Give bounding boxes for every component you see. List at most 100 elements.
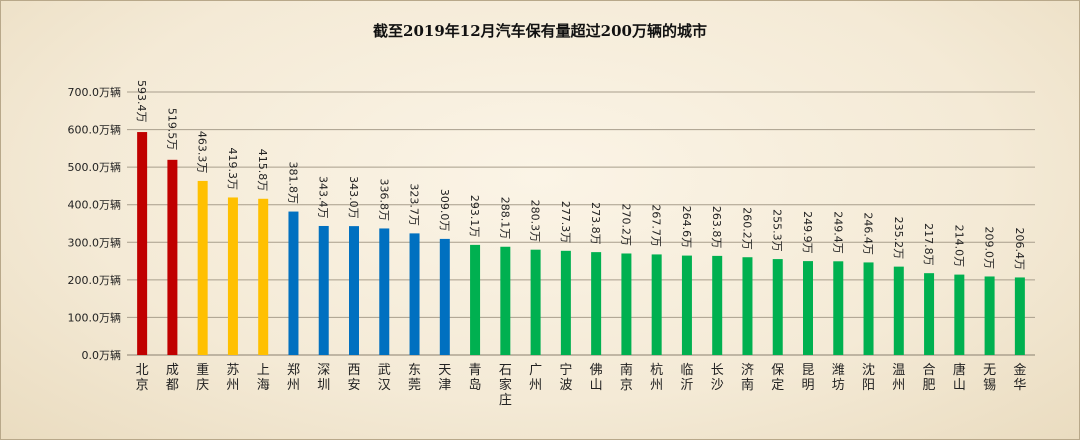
x-tick-label: 潍坊 (832, 363, 845, 393)
bar (500, 246, 511, 355)
data-label: 246.4万 (862, 212, 875, 255)
bar (349, 226, 359, 355)
data-label: 263.8万 (710, 206, 723, 249)
x-tick-label: 青岛 (469, 363, 482, 393)
x-tick-label: 石家庄 (499, 363, 512, 408)
x-tick-label: 临沂 (680, 363, 693, 393)
x-tick-label: 杭州 (650, 363, 663, 393)
x-tick-label: 沈阳 (862, 363, 875, 393)
bar (258, 198, 269, 355)
bar (863, 262, 874, 355)
x-tick-label: 北京 (136, 363, 149, 393)
bar (197, 180, 208, 355)
data-label: 419.3万 (226, 147, 239, 190)
x-tick-label: 南京 (620, 362, 633, 393)
bar (288, 211, 299, 355)
y-tick-label: 700.0万辆 (68, 85, 122, 99)
bar (379, 228, 390, 355)
data-label: 255.3万 (771, 209, 784, 252)
data-label: 209.0万 (983, 226, 996, 269)
bar (621, 253, 632, 355)
x-tick-label: 保定 (771, 363, 784, 393)
x-tick-label: 广州 (529, 363, 542, 393)
data-label: 206.4万 (1013, 227, 1026, 270)
bar (772, 259, 783, 355)
bar (893, 266, 904, 355)
x-tick-label: 金华 (1013, 362, 1026, 393)
chart-title: 截至2019年12月汽车保有量超过200万辆的城市 (373, 22, 707, 40)
x-tick-label: 郑州 (287, 363, 300, 393)
bar (954, 274, 965, 355)
bar (984, 276, 995, 355)
data-label: 280.3万 (529, 200, 542, 243)
y-tick-label: 200.0万辆 (68, 273, 122, 287)
y-tick-label: 0.0万辆 (82, 348, 122, 362)
x-tick-label: 东莞 (408, 363, 421, 393)
bar (712, 255, 723, 355)
bar (742, 257, 753, 355)
data-label: 214.0万 (952, 225, 965, 268)
x-tick-label: 合肥 (923, 363, 936, 393)
bar (318, 225, 329, 355)
bar (591, 252, 602, 355)
x-tick-label: 济南 (741, 363, 754, 393)
bar (560, 250, 571, 355)
x-tick-label: 长沙 (711, 363, 724, 393)
data-label: 217.8万 (922, 223, 935, 266)
data-label: 260.2万 (740, 207, 753, 250)
x-tick-label: 佛山 (590, 363, 603, 393)
y-tick-label: 500.0万辆 (68, 160, 122, 174)
data-label: 273.8万 (589, 202, 602, 245)
data-label: 235.2万 (892, 217, 905, 260)
x-tick-label: 深圳 (317, 363, 330, 393)
bar (833, 261, 844, 355)
bar (167, 159, 178, 355)
bar (803, 261, 813, 355)
y-tick-label: 400.0万辆 (68, 198, 122, 212)
data-label: 336.8万 (377, 178, 390, 221)
y-tick-label: 300.0万辆 (68, 235, 122, 249)
bar (651, 254, 662, 355)
data-label: 343.4万 (317, 176, 330, 219)
data-label: 267.7万 (650, 204, 663, 247)
data-label: 463.3万 (196, 131, 209, 174)
data-label: 270.2万 (619, 203, 632, 246)
x-tick-label: 西安 (347, 363, 360, 393)
data-label: 249.9万 (801, 211, 814, 254)
x-tick-label: 昆明 (801, 363, 814, 393)
bar (470, 244, 481, 355)
data-label: 415.8万 (256, 149, 269, 192)
bar (137, 132, 148, 355)
data-label: 309.0万 (438, 189, 451, 232)
x-tick-label: 重庆 (196, 362, 209, 393)
bar (681, 255, 692, 355)
data-label: 288.1万 (498, 197, 511, 240)
bar (439, 238, 450, 355)
y-tick-label: 100.0万辆 (68, 310, 122, 324)
bar (1014, 277, 1025, 355)
data-label: 593.4万 (135, 80, 148, 123)
data-label: 264.6万 (680, 206, 693, 249)
x-tick-label: 无锡 (983, 363, 996, 393)
x-tick-label: 成都 (166, 363, 179, 393)
x-tick-label: 唐山 (953, 362, 966, 393)
data-label: 293.1万 (468, 195, 481, 238)
bar (530, 249, 541, 355)
data-label: 249.4万 (831, 211, 844, 254)
x-tick-label: 温州 (892, 363, 905, 393)
y-tick-label: 600.0万辆 (68, 123, 122, 137)
x-tick-label: 苏州 (226, 362, 239, 393)
data-label: 277.3万 (559, 201, 572, 244)
bar (924, 273, 935, 355)
x-tick-label: 天津 (438, 363, 451, 393)
data-label: 343.0万 (347, 176, 360, 219)
x-tick-label: 宁波 (559, 362, 572, 393)
bar (409, 233, 420, 355)
data-label: 323.7万 (408, 183, 421, 226)
data-label: 519.5万 (165, 108, 178, 151)
x-tick-label: 武汉 (378, 363, 391, 393)
data-label: 381.8万 (286, 162, 299, 205)
bar (227, 197, 238, 355)
